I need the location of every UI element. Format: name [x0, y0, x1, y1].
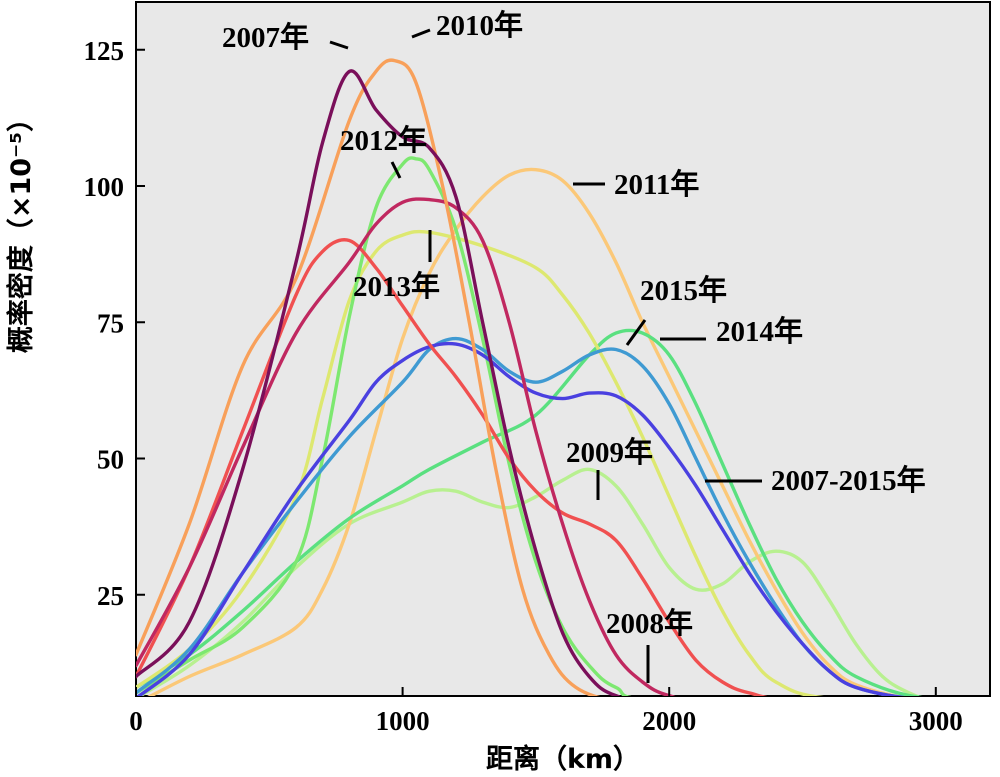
series-label-7: 2009年	[566, 435, 653, 469]
series-line-6	[136, 328, 923, 696]
x-tick-label-1: 1000	[376, 706, 430, 736]
series-label-4: 2013年	[353, 269, 440, 303]
series-line-7	[136, 238, 768, 696]
series-line-3	[147, 167, 906, 696]
series-leader-0	[329, 40, 349, 50]
x-tick-label-2: 2000	[642, 706, 696, 736]
series-line-0	[136, 69, 621, 696]
x-tick-label-0: 0	[129, 706, 143, 736]
series-layer	[136, 58, 923, 696]
series-line-1	[136, 58, 601, 696]
series-label-8: 2007-2015年	[771, 463, 926, 497]
series-label-6: 2014年	[716, 314, 803, 348]
y-tick-label-0: 25	[97, 581, 124, 611]
series-line-8	[136, 341, 905, 696]
axis-layer: 25 50 75 100 125 0 1000 2000 3000	[84, 36, 963, 736]
y-tick-label-4: 125	[84, 36, 125, 66]
series-label-3: 2011年	[614, 167, 699, 201]
x-axis-title: 距离（km）	[486, 743, 640, 775]
y-tick-label-2: 75	[97, 308, 124, 338]
series-line-4	[136, 229, 825, 696]
y-tick-label-3: 100	[84, 172, 125, 202]
series-label-2: 2012年	[340, 123, 427, 157]
leader-layer	[329, 28, 762, 683]
series-line-9	[136, 197, 676, 696]
y-tick-label-1: 50	[97, 445, 124, 475]
series-leader-1	[411, 28, 431, 39]
series-label-1: 2010年	[436, 8, 523, 42]
series-leader-5	[625, 319, 647, 346]
y-axis-title: 概率密度（×10⁻⁵）	[5, 105, 37, 353]
series-label-5: 2015年	[640, 273, 727, 307]
series-line-2	[136, 156, 632, 696]
series-leader-2	[390, 161, 402, 179]
label-layer: 2007年 2010年 2012年 2011年 2013年 2015年 2014年 2009年…	[222, 8, 926, 640]
x-tick-label-3: 3000	[909, 706, 963, 736]
series-label-0: 2007年	[222, 20, 309, 54]
series-label-9: 2008年	[606, 606, 693, 640]
